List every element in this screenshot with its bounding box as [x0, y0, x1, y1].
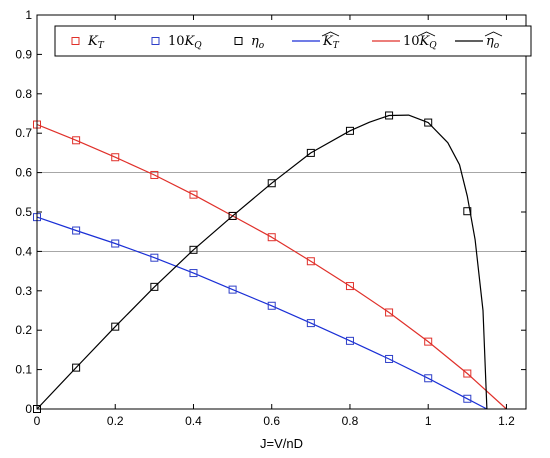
marker-KQ_data	[189, 269, 198, 278]
marker-KT_data	[150, 170, 159, 179]
reference-lines	[37, 172, 526, 252]
marker-eta_data	[385, 111, 394, 120]
x-tick-label: 0.8	[342, 414, 359, 428]
legend: KT 10KQ ηo KT 10KQ ηo	[54, 25, 532, 57]
marker-KQ_data	[111, 239, 120, 248]
legend-item: ηo	[234, 34, 265, 51]
marker-eta_data	[267, 179, 276, 188]
series-layer	[33, 111, 507, 413]
legend-item: 10KQ	[151, 34, 202, 51]
y-tick-label: 0.8	[15, 87, 32, 101]
marker-eta_data	[228, 211, 237, 220]
x-tick-label: 1.2	[498, 414, 515, 428]
marker-eta_data	[150, 282, 159, 291]
marker-KT_data	[267, 233, 276, 242]
marker-KQ_data	[385, 354, 394, 363]
marker-KQ_data	[463, 394, 472, 403]
y-tick-label: 0.4	[15, 244, 32, 258]
x-tick-label: 0.6	[263, 414, 280, 428]
marker-KT_data	[463, 369, 472, 378]
legend-item: KT	[292, 31, 340, 51]
y-tick-label: 0.9	[15, 47, 32, 61]
legend-marker	[234, 37, 243, 45]
y-tick-label: 0.1	[15, 363, 32, 377]
y-tick-label: 0.5	[15, 205, 32, 219]
legend-label: KT	[87, 34, 105, 51]
x-axis-title: J=V/nD	[260, 436, 303, 451]
legend-hat	[321, 31, 340, 37]
y-tick-label: 0.2	[15, 323, 32, 337]
y-tick-label: 0	[25, 402, 32, 416]
legend-label: KT	[322, 34, 340, 51]
legend-hat	[484, 31, 503, 37]
marker-KT_data	[345, 282, 354, 291]
marker-KQ_data	[72, 226, 81, 235]
marker-eta_data	[345, 126, 354, 135]
axis-ticks: 0 0.2 0.4 0.6 0.8 1 1.2 0 0.1 0.2 0.3 0.4 0.5 0.6 0.7 0…	[15, 8, 526, 428]
marker-KQ_data	[267, 301, 276, 310]
x-tick-label: 0.2	[107, 414, 124, 428]
legend-label: ηo	[251, 34, 265, 51]
marker-eta_data	[463, 207, 472, 216]
marker-KT_data	[424, 337, 433, 346]
marker-KQ_data	[345, 336, 354, 345]
y-tick-label: 0.7	[15, 126, 32, 140]
marker-eta_data	[189, 245, 198, 254]
x-tick-label: 0.4	[185, 414, 202, 428]
legend-item: 10KQ	[372, 31, 437, 51]
x-tick-label: 0	[34, 414, 41, 428]
marker-KT_data	[306, 257, 315, 266]
y-tick-label: 0.6	[15, 166, 32, 180]
marker-KQ_data	[424, 374, 433, 383]
marker-KQ_data	[306, 319, 315, 328]
series-line-KQ_fit	[36, 123, 507, 410]
legend-hat	[417, 31, 436, 37]
marker-KT_data	[111, 153, 120, 162]
marker-KQ_data	[228, 285, 237, 294]
x-tick-label: 1	[425, 414, 432, 428]
marker-eta_data	[72, 363, 81, 372]
legend-label: 10KQ	[403, 34, 437, 51]
legend-marker	[71, 37, 80, 45]
legend-item: KT	[71, 34, 105, 51]
marker-eta_data	[306, 148, 315, 157]
legend-label: 10KQ	[168, 34, 202, 51]
legend-label: ηo	[486, 34, 500, 51]
marker-KT_data	[72, 136, 81, 145]
y-tick-label: 1	[25, 8, 32, 22]
marker-eta_data	[111, 322, 120, 331]
marker-KT_data	[189, 190, 198, 199]
series-line-KT_fit	[36, 216, 488, 410]
marker-eta_data	[424, 118, 433, 127]
marker-KQ_data	[150, 253, 159, 262]
marker-KT_data	[385, 308, 394, 317]
series-line-eta_fit	[36, 114, 488, 410]
y-tick-label: 0.3	[15, 284, 32, 298]
legend-marker	[151, 37, 160, 45]
legend-item: ηo	[455, 31, 503, 51]
